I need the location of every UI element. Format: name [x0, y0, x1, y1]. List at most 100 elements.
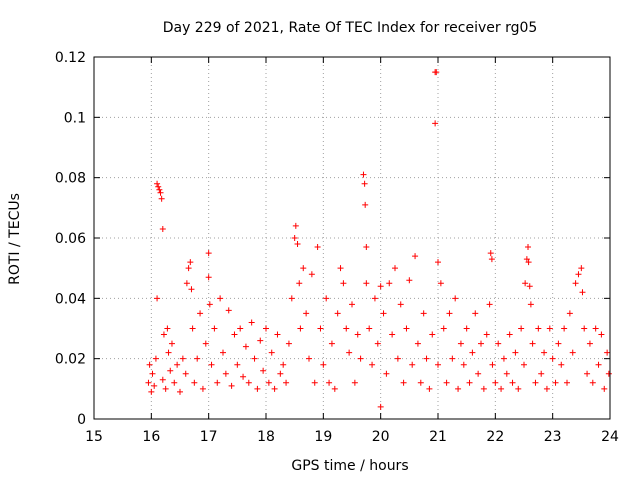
data-point [346, 349, 353, 356]
data-point [205, 250, 212, 257]
data-point [248, 319, 255, 326]
y-tick-label: 0.12 [55, 50, 86, 66]
data-point [429, 331, 436, 338]
data-point [360, 171, 367, 178]
data-point [469, 349, 476, 356]
data-point [294, 241, 301, 248]
data-point [185, 265, 192, 272]
data-point [394, 355, 401, 362]
data-point [154, 180, 161, 187]
x-tick-label: 22 [486, 429, 504, 445]
data-point [159, 225, 166, 232]
data-point [386, 280, 393, 287]
y-tick-label: 0.02 [55, 352, 86, 368]
data-point [420, 310, 427, 317]
data-point [598, 331, 605, 338]
data-point [572, 280, 579, 287]
data-point [337, 265, 344, 272]
data-point [179, 355, 186, 362]
data-point [152, 355, 159, 362]
axis-ticks: 15 16 17 18 19 20 21 22 23 24 0 0.02 0.04 0.06 0.08 0.1… [55, 50, 619, 445]
x-tick-label: 18 [257, 429, 275, 445]
y-axis-label: ROTI / TECUs [7, 193, 23, 285]
data-point [164, 325, 171, 332]
data-point [274, 331, 281, 338]
data-point [240, 373, 247, 380]
data-point [575, 271, 582, 278]
chart-title: Day 229 of 2021, Rate Of TEC Index for r… [163, 20, 538, 36]
data-point [532, 379, 539, 386]
data-point [167, 367, 174, 374]
data-point [292, 222, 299, 229]
data-point [303, 310, 310, 317]
data-point [177, 388, 183, 395]
data-point [374, 340, 381, 347]
x-tick-label: 19 [314, 429, 332, 445]
data-point [263, 325, 269, 332]
data-point [202, 340, 209, 347]
data-point [171, 379, 178, 386]
data-point [254, 385, 261, 392]
data-point [320, 361, 327, 368]
data-point [483, 331, 490, 338]
data-point [457, 340, 464, 347]
data-point [361, 180, 368, 187]
data-point [371, 295, 378, 302]
data-point [564, 379, 570, 386]
data-point [268, 349, 275, 356]
data-point [435, 361, 441, 368]
data-point [183, 280, 190, 287]
data-point [231, 331, 238, 338]
data-point [541, 349, 548, 356]
data-point [168, 340, 175, 347]
data-point [156, 186, 163, 193]
x-tick-label: 21 [429, 429, 447, 445]
data-point [526, 283, 533, 290]
data-point [592, 325, 599, 332]
y-tick-label: 0.08 [55, 171, 86, 187]
data-point [604, 349, 611, 356]
data-point [182, 370, 189, 377]
grid-lines [94, 57, 610, 419]
data-point [363, 244, 370, 251]
data-point [509, 379, 516, 386]
data-point [174, 361, 181, 368]
data-point [155, 183, 162, 190]
data-point [317, 325, 324, 332]
data-point [480, 385, 487, 392]
data-point [162, 385, 169, 392]
data-point [414, 340, 421, 347]
data-point [472, 310, 479, 317]
data-point [158, 195, 165, 202]
data-point [455, 385, 462, 392]
data-point [271, 385, 278, 392]
data-point [525, 244, 532, 251]
data-point [288, 295, 295, 302]
data-point [323, 295, 330, 302]
data-point [197, 310, 204, 317]
data-point [555, 340, 562, 347]
data-point [437, 280, 444, 287]
data-point [595, 361, 602, 368]
data-point [409, 361, 416, 368]
data-point [237, 325, 244, 332]
data-point [165, 349, 172, 356]
data-point [205, 274, 212, 281]
data-point [521, 361, 527, 368]
data-point [157, 189, 164, 196]
data-point [191, 379, 198, 386]
data-point [584, 370, 591, 377]
data-point [523, 256, 530, 263]
data-point [377, 403, 384, 410]
data-point [452, 295, 459, 302]
data-point [506, 331, 513, 338]
data-point [154, 295, 161, 302]
x-axis-label: GPS time / hours [291, 458, 408, 474]
data-point [277, 370, 284, 377]
data-point [512, 349, 519, 356]
x-tick-label: 16 [142, 429, 160, 445]
data-point [423, 355, 430, 362]
y-tick-label: 0.04 [55, 291, 86, 307]
data-point [283, 379, 290, 386]
